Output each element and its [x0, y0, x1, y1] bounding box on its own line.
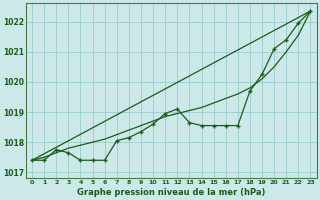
X-axis label: Graphe pression niveau de la mer (hPa): Graphe pression niveau de la mer (hPa) [77, 188, 266, 197]
